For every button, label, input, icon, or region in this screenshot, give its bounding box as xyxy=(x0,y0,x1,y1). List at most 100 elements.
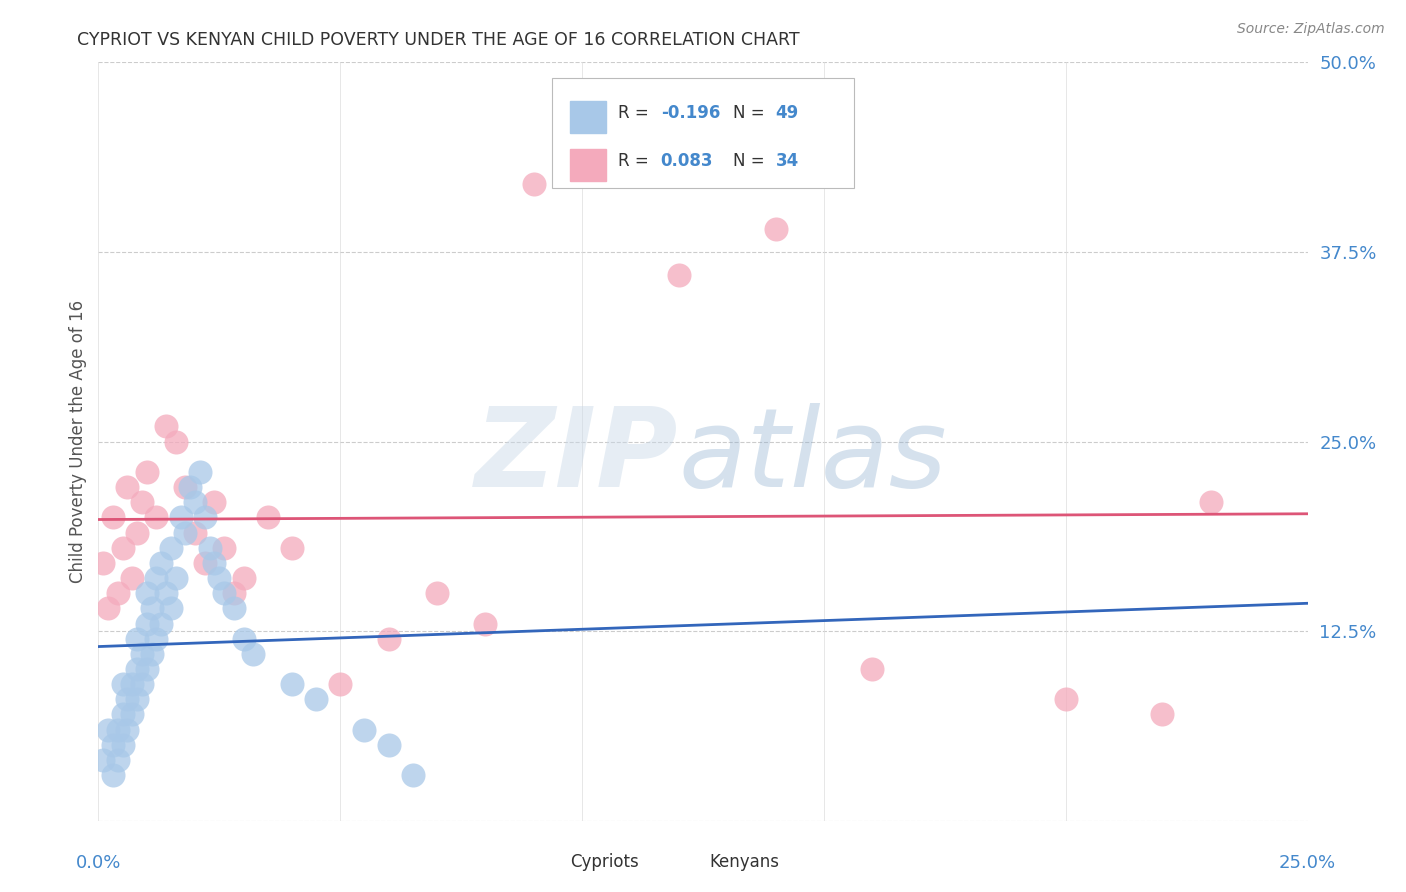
Point xyxy=(145,632,167,646)
Text: 0.0%: 0.0% xyxy=(76,854,121,872)
Point xyxy=(523,177,546,191)
Text: R =: R = xyxy=(619,104,654,122)
Point xyxy=(222,601,245,615)
Point xyxy=(377,738,399,752)
Text: 49: 49 xyxy=(776,104,799,122)
Text: atlas: atlas xyxy=(679,403,948,510)
Point xyxy=(121,571,143,585)
Point xyxy=(212,541,235,555)
Bar xyxy=(569,149,606,181)
Point xyxy=(127,662,149,676)
Point xyxy=(222,586,245,600)
Text: -0.196: -0.196 xyxy=(661,104,720,122)
Bar xyxy=(527,849,561,876)
Point xyxy=(402,768,425,782)
Point xyxy=(101,738,124,752)
Point xyxy=(160,541,183,555)
Point xyxy=(135,465,157,479)
Point xyxy=(111,738,134,752)
Point xyxy=(150,556,173,570)
Point xyxy=(145,510,167,524)
Point xyxy=(117,723,139,737)
Point xyxy=(765,222,787,236)
Text: 25.0%: 25.0% xyxy=(1279,854,1336,872)
Point xyxy=(571,146,593,161)
Point xyxy=(1152,707,1174,722)
Point xyxy=(127,692,149,706)
Point xyxy=(135,616,157,631)
Point xyxy=(150,616,173,631)
Point xyxy=(184,525,207,540)
Point xyxy=(127,632,149,646)
Point xyxy=(169,510,191,524)
Point xyxy=(281,541,304,555)
Text: Source: ZipAtlas.com: Source: ZipAtlas.com xyxy=(1237,22,1385,37)
Point xyxy=(212,586,235,600)
Point xyxy=(131,495,153,509)
Bar xyxy=(569,101,606,133)
Point xyxy=(107,753,129,767)
Point xyxy=(194,556,217,570)
Point xyxy=(198,541,221,555)
Point xyxy=(155,419,177,434)
Point xyxy=(97,601,120,615)
Point xyxy=(174,480,197,494)
Point xyxy=(117,480,139,494)
Text: R =: R = xyxy=(619,152,654,170)
Point xyxy=(107,586,129,600)
Point xyxy=(305,692,328,706)
Point xyxy=(131,647,153,661)
Point xyxy=(242,647,264,661)
Point xyxy=(860,662,883,676)
Point xyxy=(107,723,129,737)
Point xyxy=(208,571,231,585)
Point xyxy=(111,677,134,691)
Point xyxy=(204,556,226,570)
Point xyxy=(179,480,201,494)
Point xyxy=(91,556,114,570)
Point xyxy=(111,541,134,555)
Text: N =: N = xyxy=(734,104,770,122)
Text: N =: N = xyxy=(734,152,770,170)
Point xyxy=(668,268,690,282)
Text: Cypriots: Cypriots xyxy=(569,854,638,871)
Bar xyxy=(666,849,700,876)
Point xyxy=(377,632,399,646)
Point xyxy=(117,692,139,706)
Text: CYPRIOT VS KENYAN CHILD POVERTY UNDER THE AGE OF 16 CORRELATION CHART: CYPRIOT VS KENYAN CHILD POVERTY UNDER TH… xyxy=(77,31,800,49)
Point xyxy=(141,647,163,661)
Point xyxy=(1199,495,1222,509)
Point xyxy=(127,525,149,540)
Text: 0.083: 0.083 xyxy=(661,152,713,170)
Point xyxy=(165,434,187,449)
Point xyxy=(329,677,352,691)
Point xyxy=(165,571,187,585)
Point xyxy=(281,677,304,691)
Point xyxy=(474,616,496,631)
FancyBboxPatch shape xyxy=(551,78,855,187)
Point xyxy=(204,495,226,509)
Point xyxy=(426,586,449,600)
Text: 34: 34 xyxy=(776,152,799,170)
Point xyxy=(121,707,143,722)
Point xyxy=(194,510,217,524)
Point xyxy=(131,677,153,691)
Point xyxy=(145,571,167,585)
Point xyxy=(155,586,177,600)
Point xyxy=(97,723,120,737)
Point xyxy=(160,601,183,615)
Y-axis label: Child Poverty Under the Age of 16: Child Poverty Under the Age of 16 xyxy=(69,300,87,583)
Point xyxy=(101,510,124,524)
Point xyxy=(101,768,124,782)
Text: Kenyans: Kenyans xyxy=(709,854,779,871)
Point xyxy=(121,677,143,691)
Point xyxy=(111,707,134,722)
Point xyxy=(184,495,207,509)
Point xyxy=(135,586,157,600)
Point xyxy=(141,601,163,615)
Point xyxy=(174,525,197,540)
Point xyxy=(232,571,254,585)
Point xyxy=(256,510,278,524)
Point xyxy=(1054,692,1077,706)
Point xyxy=(232,632,254,646)
